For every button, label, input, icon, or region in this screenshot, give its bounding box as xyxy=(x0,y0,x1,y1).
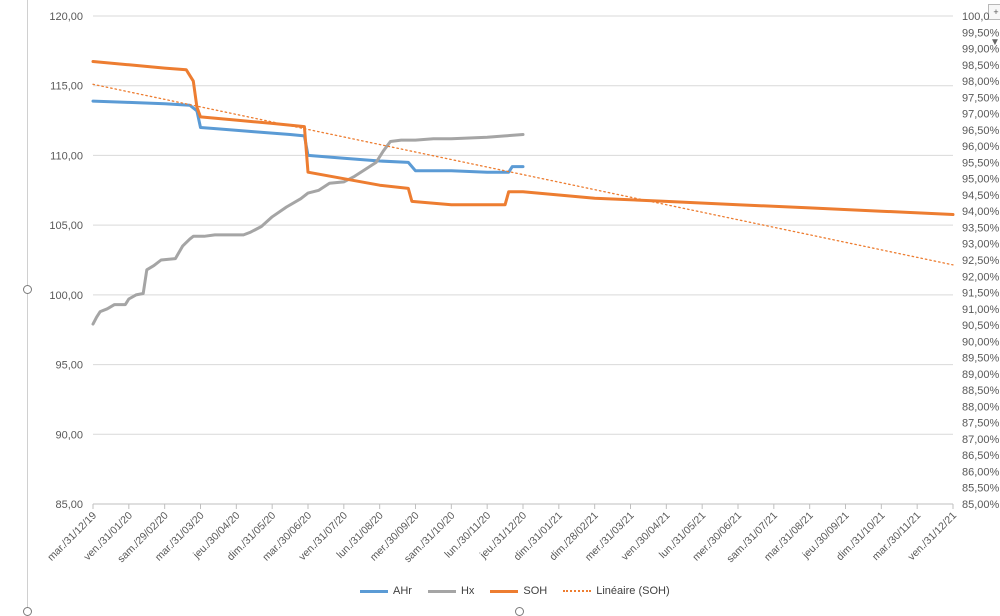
right-axis-tick-label: 90,50% xyxy=(962,320,1000,332)
legend-label: SOH xyxy=(523,585,548,597)
legend: AHr Hx SOH Linéaire (SOH) xyxy=(360,585,670,597)
chart-filter-icon[interactable]: ▼ xyxy=(990,37,1000,48)
chart-elements-button[interactable]: + xyxy=(988,4,1000,20)
legend-item: Linéaire (SOH) xyxy=(563,585,670,597)
right-axis-tick-label: 97,00% xyxy=(962,109,1000,121)
right-axis-tick-label: 95,00% xyxy=(962,174,1000,186)
right-axis-tick-label: 96,00% xyxy=(962,141,1000,153)
legend-swatch xyxy=(490,589,519,593)
right-axis-tick-label: 93,00% xyxy=(962,239,1000,251)
series-line-lin-aire-soh- xyxy=(92,83,954,266)
right-axis-tick-label: 87,00% xyxy=(962,434,1000,446)
right-axis-tick-label: 96,50% xyxy=(962,125,1000,137)
right-axis-tick-label: 93,50% xyxy=(962,222,1000,234)
legend-label: Hx xyxy=(460,585,475,597)
left-axis-tick-label: 120,00 xyxy=(49,11,83,23)
right-axis-tick-label: 86,00% xyxy=(962,466,1000,478)
right-axis-tick-label: 87,50% xyxy=(962,418,1000,430)
legend-swatch xyxy=(427,589,456,593)
right-axis-tick-label: 98,50% xyxy=(962,60,1000,72)
left-axis-tick-label: 110,00 xyxy=(50,150,83,162)
legend-item: AHr xyxy=(360,585,412,597)
left-axis-tick-labels: 85,00 90,00 95,00 100,00 105,00 110,00 115,00 1… xyxy=(49,11,83,511)
right-axis-tick-label: 99,00% xyxy=(962,44,1000,56)
left-axis-tick-label: 115,00 xyxy=(50,81,83,93)
left-axis-tick-label: 95,00 xyxy=(55,360,83,372)
legend-label: Linéaire (SOH) xyxy=(596,585,670,597)
right-axis-tick-label: 89,00% xyxy=(962,369,1000,381)
series-lines xyxy=(91,60,955,326)
right-axis-tick-label: 89,50% xyxy=(962,353,1000,365)
right-axis-tick-label: 85,00% xyxy=(962,499,1000,511)
right-axis-tick-label: 95,50% xyxy=(962,157,1000,169)
left-axis-tick-label: 90,00 xyxy=(55,429,83,441)
right-axis-tick-label: 88,50% xyxy=(962,385,1000,397)
right-axis-tick-label: 91,00% xyxy=(962,304,1000,316)
series-line-soh xyxy=(91,60,955,216)
legend-item: Hx xyxy=(427,585,475,597)
right-axis-tick-labels: 85,00% 85,50% 86,00% 86,50% 87,00% 87,50% 88,0… xyxy=(962,11,1000,511)
right-axis-tick-label: 91,50% xyxy=(962,288,1000,300)
right-axis-tick-label: 86,50% xyxy=(962,450,1000,462)
right-axis-tick-label: 92,50% xyxy=(962,255,1000,267)
left-axis-tick-label: 85,00 xyxy=(55,499,83,511)
resize-handle-left[interactable] xyxy=(23,285,32,294)
right-axis-tick-label: 88,00% xyxy=(962,401,1000,413)
chart-frame-left-edge xyxy=(27,0,28,614)
series-line-hx xyxy=(91,133,525,326)
left-axis-tick-label: 105,00 xyxy=(49,220,83,232)
legend-label: AHr xyxy=(393,585,412,597)
right-axis-tick-label: 94,00% xyxy=(962,206,1000,218)
right-axis-tick-label: 92,00% xyxy=(962,271,1000,283)
legend-swatch xyxy=(563,590,592,592)
left-axis-tick-label: 100,00 xyxy=(49,290,83,302)
legend-swatch xyxy=(360,589,388,593)
right-axis-tick-label: 98,00% xyxy=(962,76,1000,88)
right-axis-tick-label: 85,50% xyxy=(962,483,1000,495)
x-axis-tick-labels: mar./31/12/19ven./31/01/20sam./29/02/20m… xyxy=(45,510,959,566)
axes xyxy=(92,503,954,509)
right-axis-tick-label: 97,50% xyxy=(962,92,1000,104)
legend-item: SOH xyxy=(490,585,547,597)
gridlines xyxy=(93,15,953,435)
right-axis-tick-label: 99,50% xyxy=(962,27,1000,39)
right-axis-tick-label: 100,0 xyxy=(962,11,990,23)
right-axis-tick-label: 90,00% xyxy=(962,336,1000,348)
right-axis-tick-label: 94,50% xyxy=(962,190,1000,202)
